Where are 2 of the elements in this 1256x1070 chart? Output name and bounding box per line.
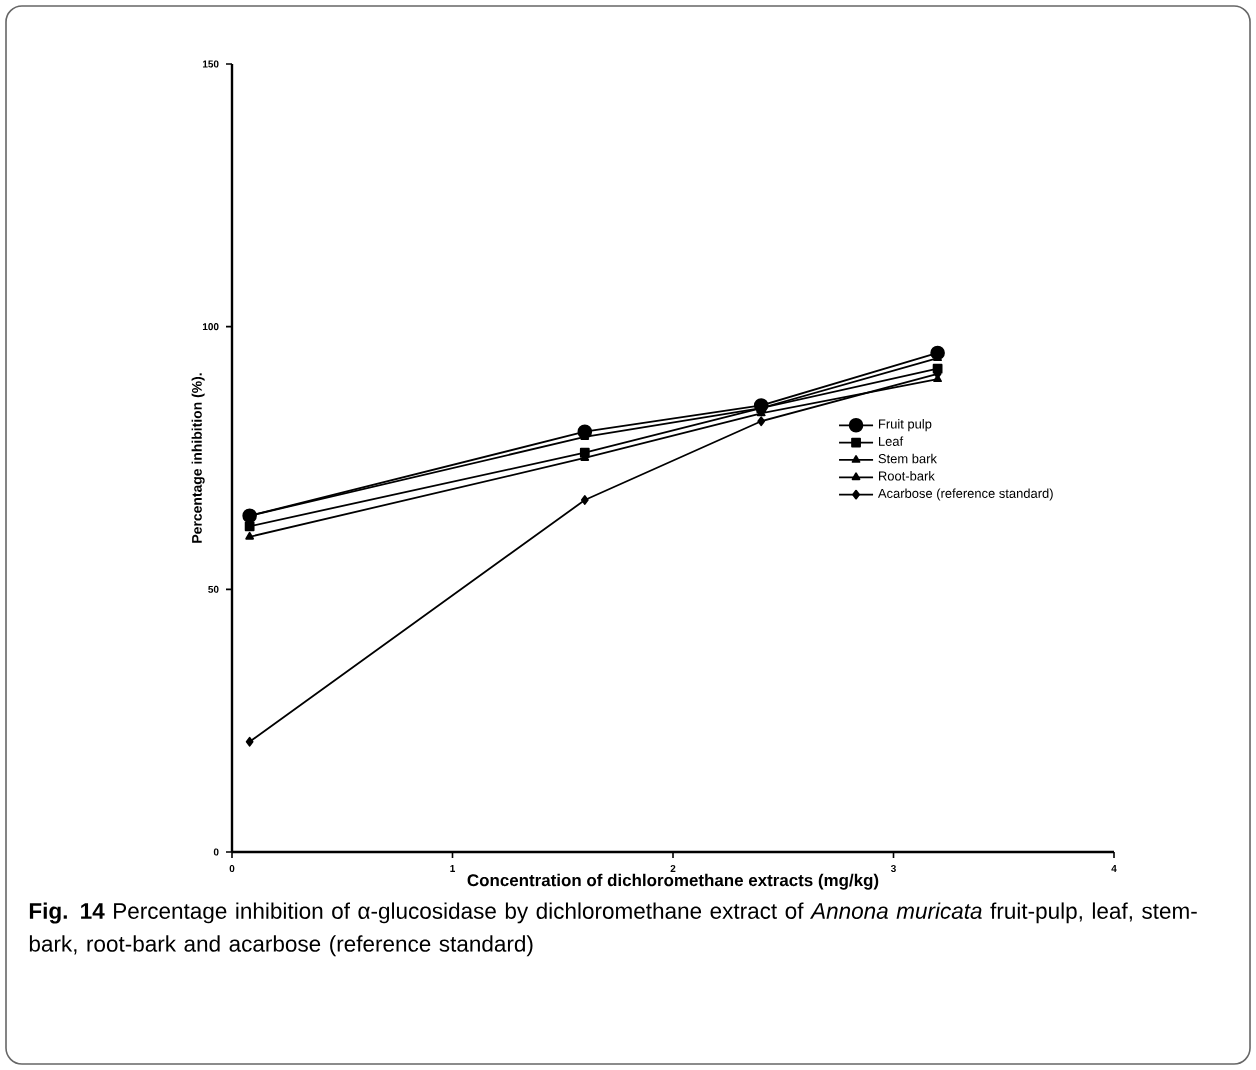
text: Fig. 14 Percentage inhibition of α-glucosidase by dichloromethane extract of Annona muricata fruit-pulp, leaf, stem-bark, root-bark and acarbose (reference standard) — [29, 902, 1197, 957]
x-axis-title: Concentration of dichloromethane extracts (mg/kg) — [467, 873, 879, 890]
